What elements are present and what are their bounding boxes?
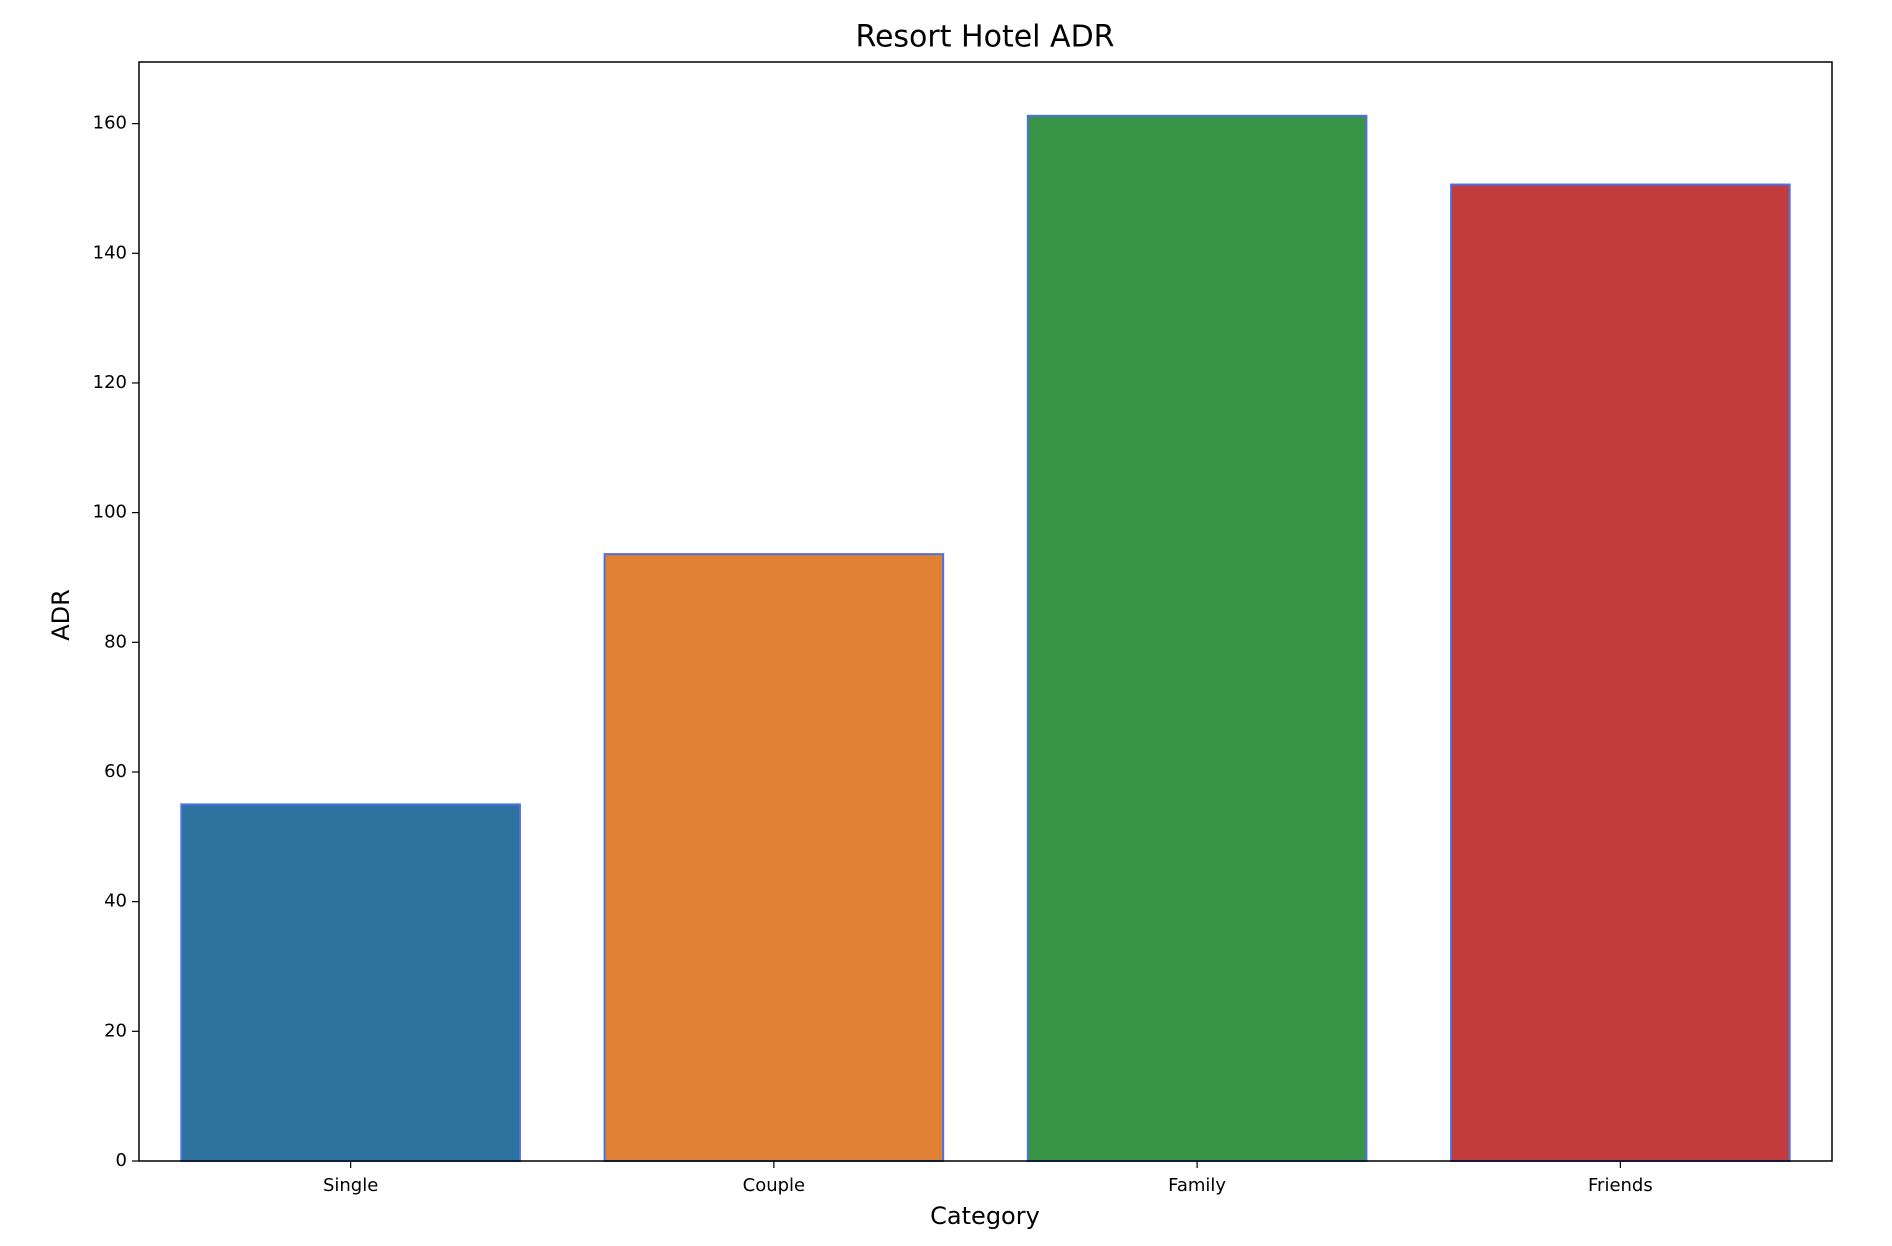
y-tick-label: 60 (104, 761, 127, 782)
x-tick-label: Friends (1588, 1175, 1653, 1196)
y-axis-label: ADR (47, 589, 75, 641)
y-tick-label: 20 (104, 1020, 127, 1041)
x-tick-label: Single (323, 1175, 378, 1196)
x-tick-label: Couple (743, 1175, 806, 1196)
bar-single (180, 803, 521, 1162)
chart-title: Resort Hotel ADR (855, 20, 1114, 55)
bar-friends (1450, 183, 1791, 1163)
y-tick-label: 140 (93, 242, 127, 263)
bars-layer (180, 114, 1791, 1163)
plot-area-frame (138, 61, 1833, 1162)
x-axis-label: Category (930, 1202, 1040, 1230)
y-tick-label: 100 (93, 502, 127, 523)
bar-couple (603, 553, 945, 1162)
y-tick-label: 40 (104, 891, 127, 912)
y-tick-label: 0 (116, 1150, 127, 1171)
x-tick-label: Family (1168, 1175, 1226, 1196)
y-tick-label: 120 (93, 372, 127, 393)
bar-family (1026, 114, 1368, 1163)
axes-layer: Single Couple Family Friends 0 20 40 60 80 100 120… (93, 113, 1653, 1196)
y-tick-label: 160 (93, 113, 127, 134)
y-tick-label: 80 (104, 631, 127, 652)
